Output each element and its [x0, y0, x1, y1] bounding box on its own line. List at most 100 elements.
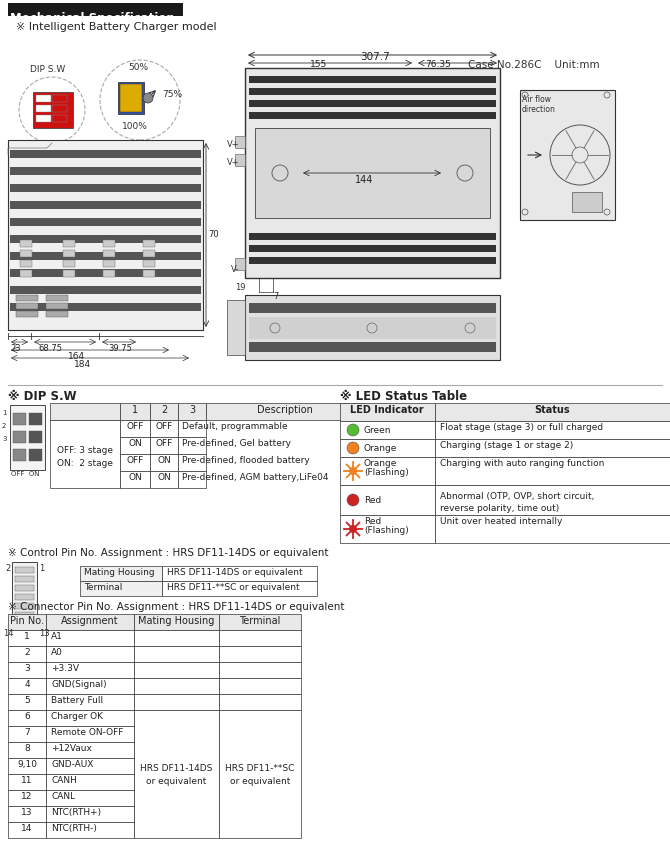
- Bar: [219, 614, 301, 630]
- Text: CANH: CANH: [51, 776, 77, 785]
- Text: Mating Housing: Mating Housing: [84, 568, 155, 577]
- Text: Red: Red: [364, 496, 381, 505]
- Bar: [13, 413, 26, 425]
- Text: ※ LED Status Table: ※ LED Status Table: [340, 390, 467, 403]
- Text: Pre-defined, AGM battery,LiFe04: Pre-defined, AGM battery,LiFe04: [182, 473, 328, 482]
- Bar: [134, 662, 219, 678]
- Bar: [46, 303, 68, 309]
- Text: NTC(RTH+): NTC(RTH+): [51, 808, 101, 817]
- Bar: [249, 317, 496, 339]
- Bar: [29, 449, 42, 461]
- Bar: [46, 295, 68, 301]
- Bar: [15, 612, 34, 618]
- Bar: [249, 342, 496, 352]
- Bar: [46, 311, 68, 317]
- Text: Terminal: Terminal: [84, 583, 123, 592]
- Bar: [10, 218, 201, 226]
- Bar: [249, 76, 496, 83]
- Bar: [46, 630, 134, 646]
- Bar: [63, 250, 75, 257]
- Bar: [46, 758, 134, 774]
- Bar: [8, 822, 46, 838]
- Bar: [143, 260, 155, 267]
- Text: Status: Status: [534, 405, 570, 415]
- Bar: [36, 115, 51, 122]
- Text: 1: 1: [39, 564, 44, 573]
- Bar: [33, 92, 73, 128]
- Circle shape: [347, 424, 359, 436]
- Text: NTC(RTH-): NTC(RTH-): [51, 824, 97, 833]
- Text: OFF: OFF: [155, 422, 173, 431]
- Text: GND(Signal): GND(Signal): [51, 680, 107, 689]
- Bar: [8, 630, 46, 646]
- Bar: [235, 154, 245, 166]
- Text: 13: 13: [39, 629, 50, 638]
- Bar: [103, 260, 115, 267]
- Text: Terminal: Terminal: [239, 616, 281, 626]
- Bar: [46, 678, 134, 694]
- Bar: [15, 567, 34, 573]
- Bar: [150, 471, 178, 488]
- Bar: [435, 457, 670, 485]
- Bar: [120, 84, 142, 112]
- Text: Charger OK: Charger OK: [51, 712, 103, 721]
- Text: 6: 6: [24, 712, 30, 721]
- Bar: [20, 240, 32, 247]
- Text: OFF: OFF: [127, 456, 143, 465]
- Bar: [46, 646, 134, 662]
- Bar: [50, 403, 120, 420]
- Bar: [435, 515, 670, 543]
- Bar: [134, 710, 219, 838]
- Bar: [8, 790, 46, 806]
- Text: 1: 1: [132, 405, 138, 415]
- Text: 164: 164: [68, 352, 85, 361]
- Text: HRS DF11-14DS
or equivalent: HRS DF11-14DS or equivalent: [140, 764, 212, 786]
- Text: Red: Red: [364, 517, 381, 526]
- Text: OFF: OFF: [127, 422, 143, 431]
- Text: 2: 2: [24, 648, 29, 657]
- Bar: [219, 662, 301, 678]
- Bar: [227, 300, 245, 355]
- Bar: [46, 742, 134, 758]
- Text: 2: 2: [5, 564, 10, 573]
- Bar: [15, 621, 34, 627]
- Text: 50%: 50%: [128, 63, 148, 72]
- Text: V+: V+: [227, 140, 240, 149]
- Bar: [435, 421, 670, 439]
- Text: Pin No.: Pin No.: [10, 616, 44, 626]
- Bar: [8, 678, 46, 694]
- Bar: [8, 742, 46, 758]
- Bar: [178, 437, 206, 454]
- Bar: [249, 233, 496, 240]
- Text: ON: ON: [157, 456, 171, 465]
- Bar: [52, 105, 67, 112]
- Text: Battery Full: Battery Full: [51, 696, 103, 705]
- Bar: [340, 439, 435, 457]
- Text: 13: 13: [21, 808, 33, 817]
- Bar: [13, 449, 26, 461]
- Text: HRS DF11-**SC or equivalent: HRS DF11-**SC or equivalent: [167, 583, 299, 592]
- Bar: [46, 662, 134, 678]
- Bar: [46, 790, 134, 806]
- Bar: [10, 252, 201, 260]
- Text: HRS DF11-**SC
or equivalent: HRS DF11-**SC or equivalent: [225, 764, 295, 786]
- Bar: [520, 90, 615, 220]
- Text: DIP S.W: DIP S.W: [30, 65, 65, 74]
- Text: 184: 184: [74, 360, 91, 369]
- Bar: [20, 270, 32, 277]
- Text: 4: 4: [24, 680, 29, 689]
- Bar: [46, 694, 134, 710]
- Bar: [120, 454, 150, 471]
- Text: ON: ON: [52, 130, 62, 136]
- Text: 14: 14: [21, 824, 33, 833]
- Text: HRS DF11-14DS or equivalent: HRS DF11-14DS or equivalent: [167, 568, 303, 577]
- Bar: [36, 95, 51, 102]
- Bar: [143, 270, 155, 277]
- Bar: [150, 403, 178, 420]
- Bar: [8, 726, 46, 742]
- Bar: [29, 431, 42, 443]
- Circle shape: [347, 494, 359, 506]
- Circle shape: [347, 442, 359, 454]
- Text: Orange: Orange: [364, 444, 397, 453]
- Text: Case No.286C    Unit:mm: Case No.286C Unit:mm: [468, 60, 600, 70]
